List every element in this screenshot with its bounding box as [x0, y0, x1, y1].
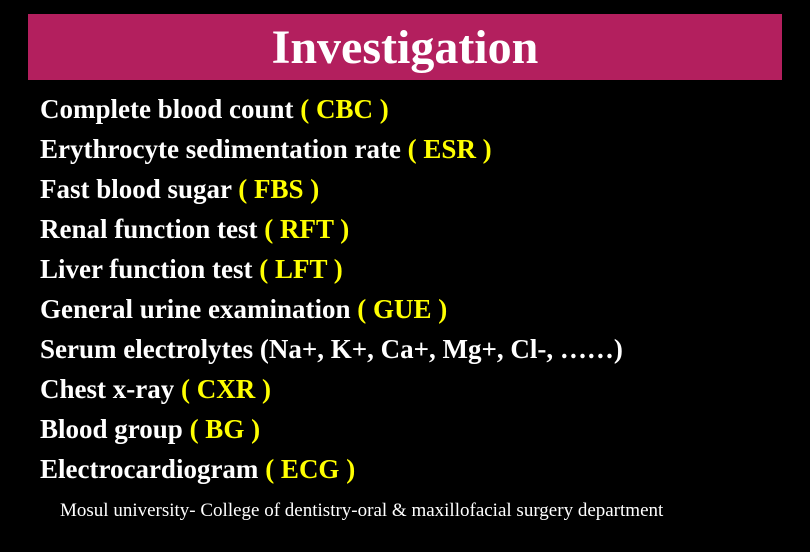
list-item: Erythrocyte sedimentation rate ( ESR ) — [40, 130, 770, 170]
list-item: Chest x-ray ( CXR ) — [40, 370, 770, 410]
item-abbr: ( RFT ) — [264, 214, 349, 244]
title-bar: Investigation — [26, 12, 784, 82]
item-abbr: ( CXR ) — [181, 374, 271, 404]
list-item: Complete blood count ( CBC ) — [40, 90, 770, 130]
item-abbr: ( ECG ) — [265, 454, 355, 484]
list-item: Renal function test ( RFT ) — [40, 210, 770, 250]
item-abbr: ( GUE ) — [357, 294, 447, 324]
item-abbr: ( ESR ) — [408, 134, 492, 164]
item-name: Complete blood count — [40, 94, 300, 124]
item-name: Liver function test — [40, 254, 259, 284]
item-name: Fast blood sugar — [40, 174, 238, 204]
list-item: Electrocardiogram ( ECG ) — [40, 450, 770, 490]
item-name: Renal function test — [40, 214, 264, 244]
item-name: Erythrocyte sedimentation rate — [40, 134, 408, 164]
list-item: Blood group ( BG ) — [40, 410, 770, 450]
item-abbr: ( LFT ) — [259, 254, 343, 284]
item-name: Chest x-ray — [40, 374, 181, 404]
item-abbr: ( CBC ) — [300, 94, 389, 124]
list-item: General urine examination ( GUE ) — [40, 290, 770, 330]
content-list: Complete blood count ( CBC ) Erythrocyte… — [0, 82, 810, 490]
item-abbr: ( BG ) — [190, 414, 261, 444]
item-name: General urine examination — [40, 294, 357, 324]
list-item: Liver function test ( LFT ) — [40, 250, 770, 290]
page-title: Investigation — [272, 20, 539, 75]
list-item: Serum electrolytes (Na+, K+, Ca+, Mg+, C… — [40, 330, 770, 370]
item-name: Blood group — [40, 414, 190, 444]
item-name: Electrocardiogram — [40, 454, 265, 484]
list-item: Fast blood sugar ( FBS ) — [40, 170, 770, 210]
item-name: Serum electrolytes (Na+, K+, Ca+, Mg+, C… — [40, 334, 623, 364]
footer-text: Mosul university- College of dentistry-o… — [0, 490, 810, 522]
item-abbr: ( FBS ) — [238, 174, 319, 204]
